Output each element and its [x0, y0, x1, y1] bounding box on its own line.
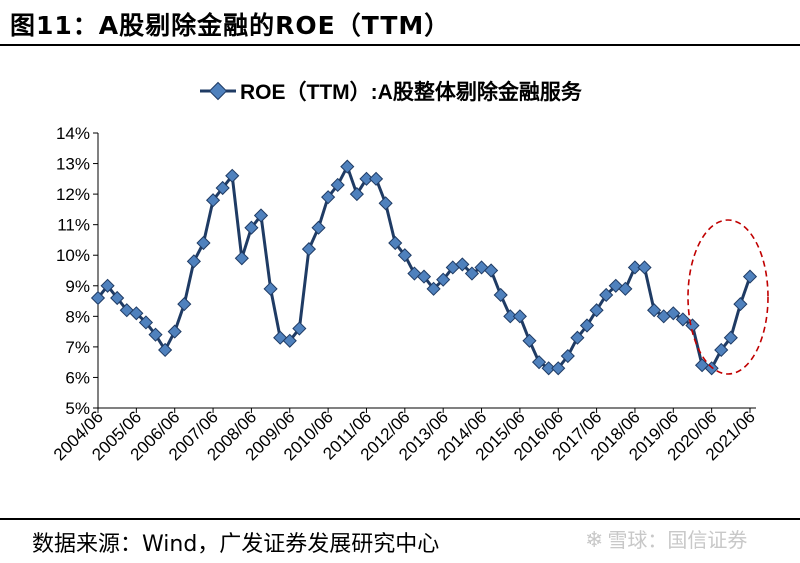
y-tick-label: 5%	[65, 399, 90, 418]
data-point	[522, 333, 537, 348]
figure-title: 图11：A股剔除金融的ROE（TTM）	[10, 11, 451, 40]
y-tick-label: 11%	[57, 216, 90, 235]
data-point	[196, 235, 211, 251]
watermark-text: 雪球：国信证券	[607, 528, 748, 552]
data-point	[685, 318, 700, 333]
y-tick-label: 10%	[56, 246, 90, 265]
data-point	[503, 309, 518, 324]
y-tick-label: 12%	[56, 185, 90, 204]
data-point	[714, 342, 729, 358]
data-point	[579, 318, 595, 333]
data-point	[138, 315, 154, 330]
data-point	[263, 281, 278, 296]
data-point	[359, 171, 374, 186]
data-point	[541, 361, 556, 376]
data-point	[177, 297, 192, 312]
data-point	[618, 281, 633, 296]
data-point	[589, 303, 604, 318]
data-point	[388, 235, 403, 251]
data-point	[205, 193, 221, 208]
data-point	[110, 290, 125, 306]
data-point	[493, 287, 508, 303]
highlight-ellipse	[687, 219, 769, 375]
data-point	[311, 220, 326, 235]
data-point	[436, 272, 451, 287]
data-point	[675, 312, 690, 327]
data-point	[551, 361, 566, 376]
data-point	[186, 254, 201, 269]
series-markers	[90, 159, 758, 376]
snowball-icon: ❄	[585, 528, 604, 553]
watermark: ❄ 雪球：国信证券	[585, 524, 747, 553]
data-point	[215, 180, 230, 196]
title-divider	[0, 44, 800, 46]
data-point	[426, 281, 441, 296]
data-point	[455, 257, 470, 272]
data-point	[129, 306, 144, 321]
data-point	[397, 248, 412, 263]
data-point	[100, 278, 115, 293]
legend: ROE（TTM）:A股整体剔除金融服务	[200, 80, 583, 104]
data-point	[599, 287, 614, 303]
data-point	[282, 333, 297, 348]
data-point	[349, 187, 364, 202]
data-point	[464, 266, 480, 281]
data-point	[512, 309, 527, 324]
data-point	[742, 269, 758, 284]
data-point	[301, 242, 317, 257]
data-point	[416, 269, 432, 284]
data-point	[158, 342, 173, 358]
data-point	[368, 171, 384, 186]
source-note: 数据来源：Wind，广发证券发展研究中心	[32, 532, 440, 557]
data-point	[484, 263, 499, 278]
data-point	[647, 303, 662, 318]
x-axis-ticks: 2004/062005/062006/062007/062008/062009/…	[50, 407, 759, 464]
data-point	[253, 208, 269, 223]
axes	[97, 133, 756, 409]
data-point	[637, 260, 652, 275]
data-point	[234, 251, 249, 266]
data-point	[378, 196, 393, 211]
data-point	[225, 168, 240, 183]
data-point	[90, 290, 106, 306]
legend-marker	[208, 81, 228, 101]
data-point	[167, 324, 182, 339]
data-point	[330, 177, 345, 193]
data-point	[570, 330, 585, 345]
data-point	[666, 306, 681, 321]
data-point	[627, 260, 643, 275]
data-point	[733, 297, 748, 312]
data-point	[723, 330, 738, 345]
footer-divider	[0, 518, 800, 520]
y-tick-label: 6%	[65, 368, 90, 387]
y-axis-ticks: 5% 6% 7% 8% 9% 10% 11% 12% 13% 14%	[56, 124, 98, 418]
y-tick-label: 8%	[65, 307, 90, 326]
data-point	[244, 220, 259, 235]
data-point	[292, 321, 307, 336]
data-point	[560, 348, 575, 364]
data-point	[321, 190, 336, 205]
y-tick-label: 7%	[65, 338, 90, 357]
legend-label: ROE（TTM）:A股整体剔除金融服务	[240, 80, 583, 104]
y-tick-label: 9%	[65, 277, 90, 296]
data-point	[148, 327, 163, 342]
line-chart: ROE（TTM）:A股整体剔除金融服务 5% 6% 7% 8% 9% 10% 11% 12% 1…	[50, 80, 769, 464]
series-line	[96, 162, 752, 371]
data-point	[340, 159, 355, 174]
data-point	[531, 355, 547, 370]
y-tick-label: 13%	[56, 155, 90, 174]
y-tick-label: 14%	[56, 124, 90, 143]
